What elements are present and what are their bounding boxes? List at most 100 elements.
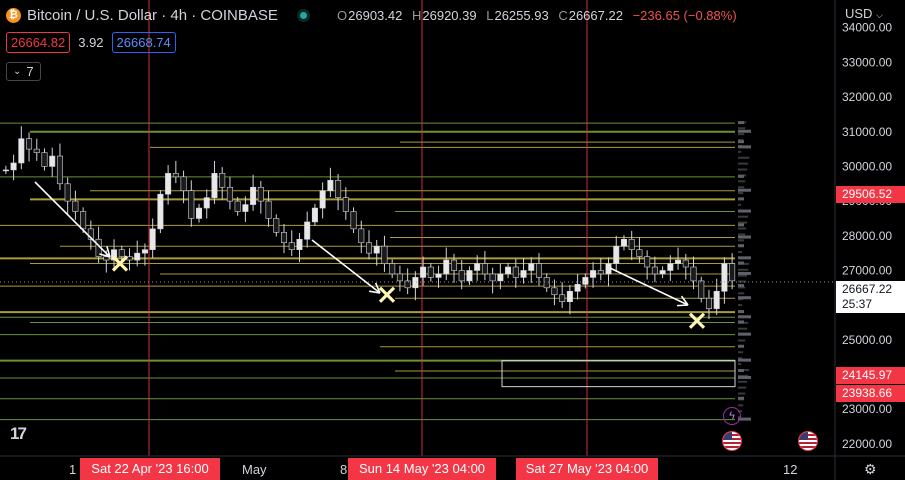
volume-profile-bar <box>738 368 750 371</box>
close-value: 26667.22 <box>568 8 623 23</box>
candle-body <box>420 266 427 278</box>
candle-body <box>698 280 705 299</box>
change-value: −236.65 (−0.88%) <box>632 8 737 23</box>
candle-body <box>319 190 326 209</box>
volume-profile-bar <box>738 386 747 389</box>
candle-body <box>111 249 118 261</box>
candle-body <box>134 252 141 261</box>
candle-body <box>188 190 195 219</box>
candle-body <box>512 266 519 278</box>
sell-button[interactable]: 26664.82 <box>6 32 71 53</box>
volume-profile-bar <box>738 233 746 236</box>
volume-profile-bar <box>738 245 744 248</box>
candle-body <box>574 284 581 292</box>
market-status-icon[interactable] <box>299 11 307 19</box>
candle-body <box>49 155 56 167</box>
candle-body <box>443 259 450 275</box>
buy-button[interactable]: 26668.74 <box>111 32 176 53</box>
volume-profile-bar <box>738 392 746 395</box>
candle-body <box>281 232 288 244</box>
candle-body <box>327 180 334 192</box>
candle-body <box>350 211 357 230</box>
candle-body <box>667 263 674 271</box>
price-tick: 31000.00 <box>842 125 892 139</box>
candle-body <box>559 294 566 302</box>
price-tick: 28000.00 <box>842 229 892 243</box>
candle-body <box>466 270 473 282</box>
price-tick: 34000.00 <box>842 21 892 35</box>
time-tick: 1 <box>69 462 77 477</box>
trade-panel: 26664.82 3.92 26668.74 <box>6 32 176 53</box>
candle-body <box>365 242 373 254</box>
x-marker <box>111 255 129 272</box>
candle-body <box>404 280 411 289</box>
volume-profile-bar <box>738 284 744 288</box>
gear-icon[interactable]: ⚙ <box>864 461 877 477</box>
spread-value: 3.92 <box>78 35 104 50</box>
bar-countdown: 25:37 <box>842 297 873 311</box>
volume-profile-bar <box>738 174 747 177</box>
price-tick: 23000.00 <box>842 402 892 416</box>
price-tick: 33000.00 <box>842 55 892 69</box>
volume-profile-bar <box>738 168 748 171</box>
volume-profile-bar <box>738 127 746 130</box>
range-box <box>501 360 736 388</box>
candle-body <box>636 249 643 257</box>
tradingview-logo-icon[interactable]: 17 <box>10 424 27 443</box>
candle-body <box>157 193 164 230</box>
volume-profile-bar <box>738 150 742 153</box>
x-marker <box>688 312 706 329</box>
indicators-toggle[interactable]: ⌄ 7 <box>6 62 41 81</box>
candle-body <box>226 186 233 202</box>
candle-body <box>64 183 71 202</box>
volume-profile-bar <box>738 274 748 277</box>
candle-body <box>26 138 33 150</box>
volume-profile-bar <box>738 203 742 206</box>
price-tick: 22000.00 <box>842 437 892 451</box>
candle-body <box>165 173 172 195</box>
candle-body <box>497 273 504 282</box>
candle-body <box>141 249 148 254</box>
volume-profile-bar <box>738 145 751 149</box>
candle-body <box>219 173 226 188</box>
candle-body <box>2 169 9 172</box>
candle-body <box>273 218 280 233</box>
time-tick: 12 <box>783 462 798 477</box>
price-tick: 25000.00 <box>842 333 892 347</box>
indicators-count: 7 <box>26 64 34 79</box>
open-value: 26903.42 <box>348 8 403 23</box>
trend-arrow <box>34 181 111 258</box>
symbol-title[interactable]: ₿ Bitcoin / U.S. Dollar · 4h · COINBASE <box>6 4 307 26</box>
candle-body <box>72 200 79 212</box>
candle-body <box>196 207 203 219</box>
volume-profile-bar <box>738 144 743 147</box>
candle-body <box>458 270 465 282</box>
candle-body <box>590 270 597 278</box>
volume-profile-bar <box>738 358 751 362</box>
candle-body <box>389 263 396 275</box>
candle-body <box>644 256 651 268</box>
price-tick: 27000.00 <box>842 263 892 277</box>
arrow-head <box>680 295 689 306</box>
price-label-level3: 23938.66 <box>836 385 905 402</box>
volume-profile-bar <box>738 375 751 379</box>
time-tick: 8 <box>340 462 348 477</box>
volume-profile-bar <box>738 139 744 142</box>
volume-profile-bar <box>738 180 746 183</box>
us-flag-event-icon[interactable] <box>798 431 818 451</box>
candle-body <box>41 152 48 167</box>
volume-profile-bar <box>738 239 745 242</box>
candle-body <box>242 204 249 212</box>
candle-body <box>126 256 133 261</box>
price-tick: 32000.00 <box>842 90 892 104</box>
trend-arrow <box>609 267 689 306</box>
candle-body <box>412 277 419 289</box>
candle-body <box>450 259 457 271</box>
us-flag-event-icon[interactable] <box>722 431 742 451</box>
arrow-head <box>99 253 111 258</box>
lightning-icon[interactable]: ϟ <box>723 407 741 425</box>
time-label-3: Sat 27 May '23 04:00 <box>516 458 658 480</box>
currency-selector[interactable]: USD ⌵ <box>845 6 883 21</box>
candle-body <box>342 197 349 212</box>
